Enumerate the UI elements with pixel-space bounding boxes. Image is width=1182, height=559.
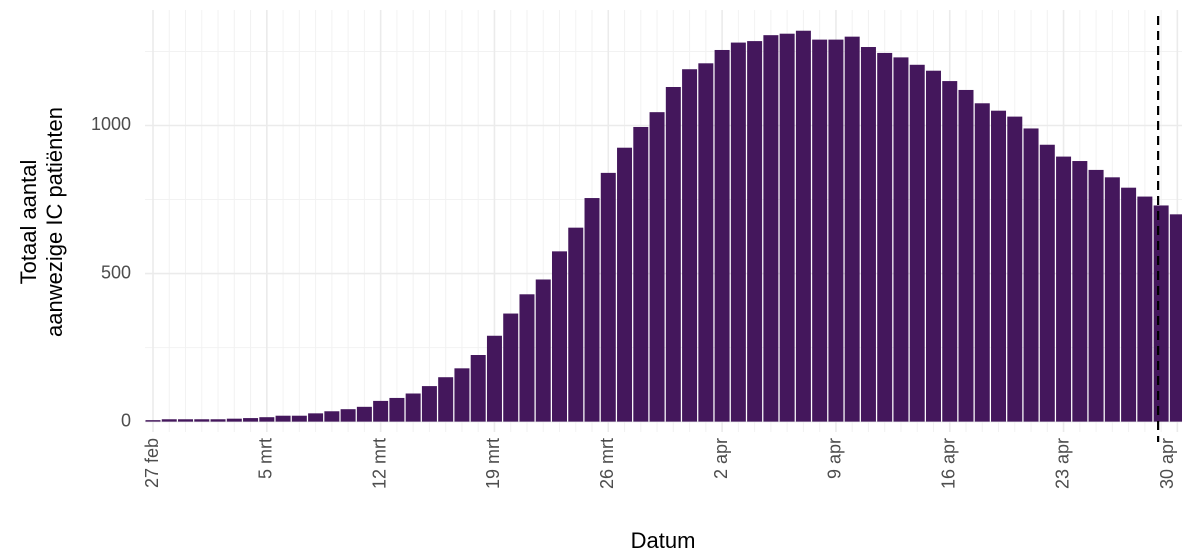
bar [682,69,698,422]
bar [1137,196,1153,422]
bar [291,415,307,422]
bar [1023,128,1039,422]
bar [389,397,405,422]
bar [649,112,665,422]
bar [763,35,779,422]
bar [210,419,226,422]
x-axis-title: Datum [631,528,696,553]
bar [877,52,893,422]
x-tick-label: 26 mrt [597,438,617,489]
bar [714,49,730,422]
bar [470,355,486,422]
x-tick-label: 16 apr [938,438,958,489]
bar [925,70,941,422]
bar [1169,214,1182,422]
bar [698,63,714,422]
bar [340,409,356,422]
x-tick-label: 12 mrt [369,438,389,489]
bar [974,103,990,422]
bar [665,86,681,422]
bar [421,386,437,422]
bar [844,36,860,422]
bar [730,42,746,422]
bar [552,251,567,422]
bar [893,57,909,422]
bar [1104,177,1120,422]
bar [535,279,551,422]
bar [1088,169,1104,422]
bar [779,33,795,422]
bar [860,47,876,422]
bar [519,294,535,422]
y-tick-label: 1000 [91,114,131,134]
bar [568,227,584,422]
x-tick-label: 23 apr [1052,438,1072,489]
bar [454,368,470,422]
bar [633,126,649,422]
bar [194,419,210,422]
y-axis-title: Totaal aantal [16,160,41,285]
bar [259,417,275,422]
bar [275,415,291,422]
bar [438,377,454,422]
bar [1121,187,1137,422]
bar [243,418,259,422]
bar [486,335,502,422]
bar [812,39,828,422]
bar [584,198,600,422]
bar [356,406,372,422]
bar [909,64,925,422]
y-tick-label: 500 [101,262,131,282]
bar [747,41,763,422]
bar [942,81,958,422]
y-tick-label: 0 [121,410,131,430]
y-axis-title: aanwezige IC patiënten [42,107,67,337]
bar [161,419,177,422]
x-tick-label: 9 apr [825,438,845,479]
x-tick-label: 5 mrt [256,438,276,479]
x-tick-label: 30 apr [1157,438,1177,489]
bar [145,420,161,422]
bar [405,393,421,422]
bar [617,147,633,422]
bar [308,413,324,422]
bar [600,172,616,422]
bar [226,418,242,422]
bar [373,400,389,422]
bar [324,411,340,422]
x-tick-label: 2 apr [711,438,731,479]
bar [1056,156,1072,422]
bar [795,30,811,422]
x-tick-label: 19 mrt [483,438,503,489]
bar [828,39,844,422]
bar [1072,161,1088,422]
bar [1153,205,1169,422]
bar [958,89,974,422]
bar [991,110,1007,422]
bar [1007,116,1023,422]
x-tick-label: 27 feb [142,438,162,488]
bar [178,419,194,422]
bar [503,313,519,422]
bar [1039,144,1055,422]
